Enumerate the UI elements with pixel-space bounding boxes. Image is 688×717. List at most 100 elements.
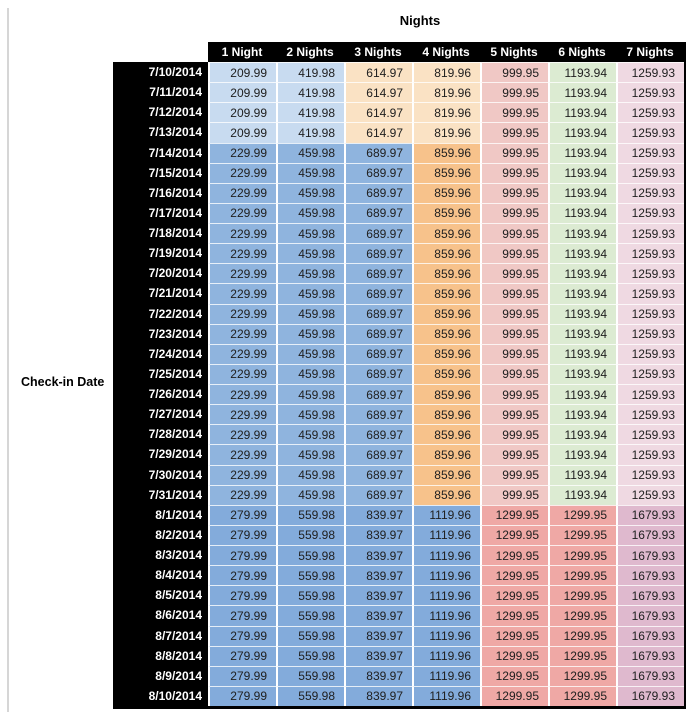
price-cell: 999.95 [480, 343, 548, 364]
row-header-checkin-date: 7/14/2014 [113, 142, 208, 163]
price-cell: 859.96 [412, 182, 480, 203]
price-cell: 229.99 [208, 243, 276, 264]
price-cell: 229.99 [208, 202, 276, 223]
price-cell: 229.99 [208, 223, 276, 244]
column-header-7-nights: 7 Nights [616, 42, 684, 62]
price-cell: 1679.93 [616, 645, 684, 666]
price-cell: 229.99 [208, 283, 276, 304]
price-cell: 689.97 [344, 303, 412, 324]
price-cell: 1679.93 [616, 545, 684, 566]
row-header-checkin-date: 7/27/2014 [113, 404, 208, 425]
table-row: 7/18/2014 229.99 459.98 689.97 859.96 999.95 1… [113, 223, 684, 244]
price-cell: 689.97 [344, 343, 412, 364]
nights-axis-title: Nights [399, 13, 441, 28]
row-header-checkin-date: 7/12/2014 [113, 102, 208, 123]
row-header-checkin-date: 7/26/2014 [113, 384, 208, 405]
price-cell: 229.99 [208, 303, 276, 324]
row-header-checkin-date: 7/11/2014 [113, 82, 208, 103]
price-cell: 459.98 [276, 424, 344, 445]
row-header-checkin-date: 8/10/2014 [113, 685, 208, 706]
price-cell: 999.95 [480, 323, 548, 344]
price-cell: 1679.93 [616, 685, 684, 706]
price-cell: 459.98 [276, 484, 344, 505]
price-cell: 1679.93 [616, 625, 684, 646]
price-cell: 279.99 [208, 565, 276, 586]
price-cell: 689.97 [344, 202, 412, 223]
price-cell: 689.97 [344, 283, 412, 304]
price-cell: 459.98 [276, 363, 344, 384]
price-cell: 279.99 [208, 605, 276, 626]
table-row: 7/22/2014 229.99 459.98 689.97 859.96 999.95 1… [113, 303, 684, 324]
price-cell: 279.99 [208, 645, 276, 666]
table-row: 7/23/2014 229.99 459.98 689.97 859.96 999.95 1… [113, 323, 684, 344]
row-header-checkin-date: 7/30/2014 [113, 464, 208, 485]
price-cell: 1193.94 [548, 464, 616, 485]
price-cell: 859.96 [412, 363, 480, 384]
price-cell: 559.98 [276, 605, 344, 626]
price-cell: 279.99 [208, 625, 276, 646]
price-cell: 1299.95 [480, 565, 548, 586]
price-cell: 999.95 [480, 102, 548, 123]
row-header-checkin-date: 7/24/2014 [113, 343, 208, 364]
price-cell: 839.97 [344, 585, 412, 606]
table-row: 7/30/2014 229.99 459.98 689.97 859.96 999.95 1… [113, 464, 684, 485]
price-cell: 1193.94 [548, 263, 616, 284]
price-cell: 1259.93 [616, 243, 684, 264]
price-cell: 839.97 [344, 524, 412, 545]
price-cell: 459.98 [276, 243, 344, 264]
table-row: 7/26/2014 229.99 459.98 689.97 859.96 999.95 1… [113, 384, 684, 405]
table-body: 7/10/2014 209.99 419.98 614.97 819.96 999.95 1… [113, 62, 684, 706]
price-cell: 1193.94 [548, 444, 616, 465]
table-row: 7/13/2014 209.99 419.98 614.97 819.96 999.95 1… [113, 122, 684, 143]
column-header-row: 1 Night 2 Nights 3 Nights 4 Nights 5 Nights 6… [208, 42, 684, 62]
price-cell: 819.96 [412, 82, 480, 103]
price-cell: 1299.95 [548, 524, 616, 545]
price-cell: 1679.93 [616, 524, 684, 545]
price-cell: 1193.94 [548, 484, 616, 505]
price-cell: 1193.94 [548, 243, 616, 264]
price-cell: 1299.95 [548, 565, 616, 586]
price-cell: 1299.95 [548, 605, 616, 626]
column-header-2-nights: 2 Nights [276, 42, 344, 62]
column-header-4-nights: 4 Nights [412, 42, 480, 62]
table-row: 8/7/2014 279.99 559.98 839.97 1119.96 1299.95… [113, 625, 684, 646]
table-row: 7/27/2014 229.99 459.98 689.97 859.96 999.95 1… [113, 404, 684, 425]
price-cell: 1679.93 [616, 504, 684, 525]
price-cell: 419.98 [276, 122, 344, 143]
price-cell: 999.95 [480, 142, 548, 163]
price-cell: 559.98 [276, 565, 344, 586]
price-cell: 1193.94 [548, 424, 616, 445]
price-cell: 459.98 [276, 343, 344, 364]
price-cell: 999.95 [480, 303, 548, 324]
row-header-checkin-date: 7/31/2014 [113, 484, 208, 505]
price-cell: 279.99 [208, 504, 276, 525]
price-cell: 859.96 [412, 142, 480, 163]
table-row: 7/17/2014 229.99 459.98 689.97 859.96 999.95 1… [113, 202, 684, 223]
table-row: 8/10/2014 279.99 559.98 839.97 1119.96 1299.9… [113, 685, 684, 706]
price-cell: 1119.96 [412, 625, 480, 646]
price-cell: 1193.94 [548, 223, 616, 244]
price-cell: 1193.94 [548, 363, 616, 384]
price-cell: 459.98 [276, 162, 344, 183]
price-cell: 1119.96 [412, 565, 480, 586]
price-cell: 459.98 [276, 323, 344, 344]
column-header-1-nights: 1 Night [208, 42, 276, 62]
price-cell: 839.97 [344, 645, 412, 666]
price-cell: 859.96 [412, 283, 480, 304]
price-cell: 279.99 [208, 665, 276, 686]
price-cell: 1119.96 [412, 585, 480, 606]
price-cell: 999.95 [480, 162, 548, 183]
row-header-checkin-date: 8/3/2014 [113, 545, 208, 566]
price-cell: 229.99 [208, 484, 276, 505]
table-row: 7/16/2014 229.99 459.98 689.97 859.96 999.95 1… [113, 182, 684, 203]
row-header-checkin-date: 8/8/2014 [113, 645, 208, 666]
price-cell: 819.96 [412, 102, 480, 123]
price-cell: 1299.95 [480, 504, 548, 525]
price-cell: 229.99 [208, 162, 276, 183]
row-header-checkin-date: 8/6/2014 [113, 605, 208, 626]
table-row: 7/10/2014 209.99 419.98 614.97 819.96 999.95 1… [113, 62, 684, 83]
price-cell: 689.97 [344, 263, 412, 284]
price-cell: 1259.93 [616, 162, 684, 183]
row-header-checkin-date: 7/18/2014 [113, 223, 208, 244]
